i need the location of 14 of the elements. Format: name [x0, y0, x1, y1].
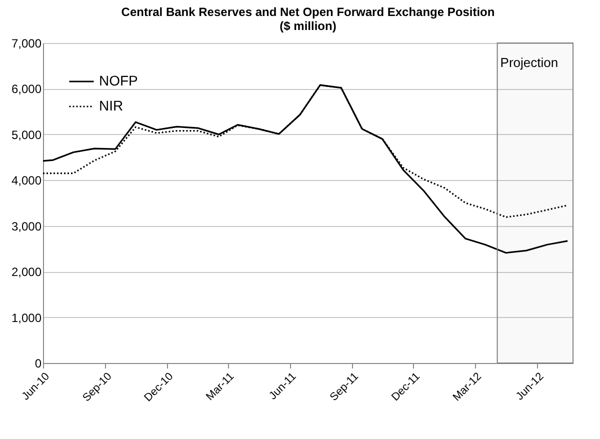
y-tick-label: 0	[34, 356, 42, 370]
band-label: Projection	[500, 55, 558, 70]
chart-title: Central Bank Reserves and Net Open Forward Exchange Position	[121, 5, 495, 19]
y-tick-label: 5,000	[11, 128, 42, 142]
y-tick-label: 1,000	[11, 310, 42, 325]
line-series	[43, 84, 568, 254]
chart-subtitle: ($ million)	[280, 19, 336, 33]
y-tick-label: 3,000	[11, 219, 42, 234]
legend-label: NIR	[99, 98, 124, 114]
y-tick-label: 4,000	[11, 174, 42, 188]
y-tick-label: 2,000	[11, 265, 42, 280]
y-tick-label: 6,000	[11, 82, 42, 96]
y-tick-label: 7,000	[11, 36, 42, 50]
legend-label: NOFP	[99, 72, 138, 88]
